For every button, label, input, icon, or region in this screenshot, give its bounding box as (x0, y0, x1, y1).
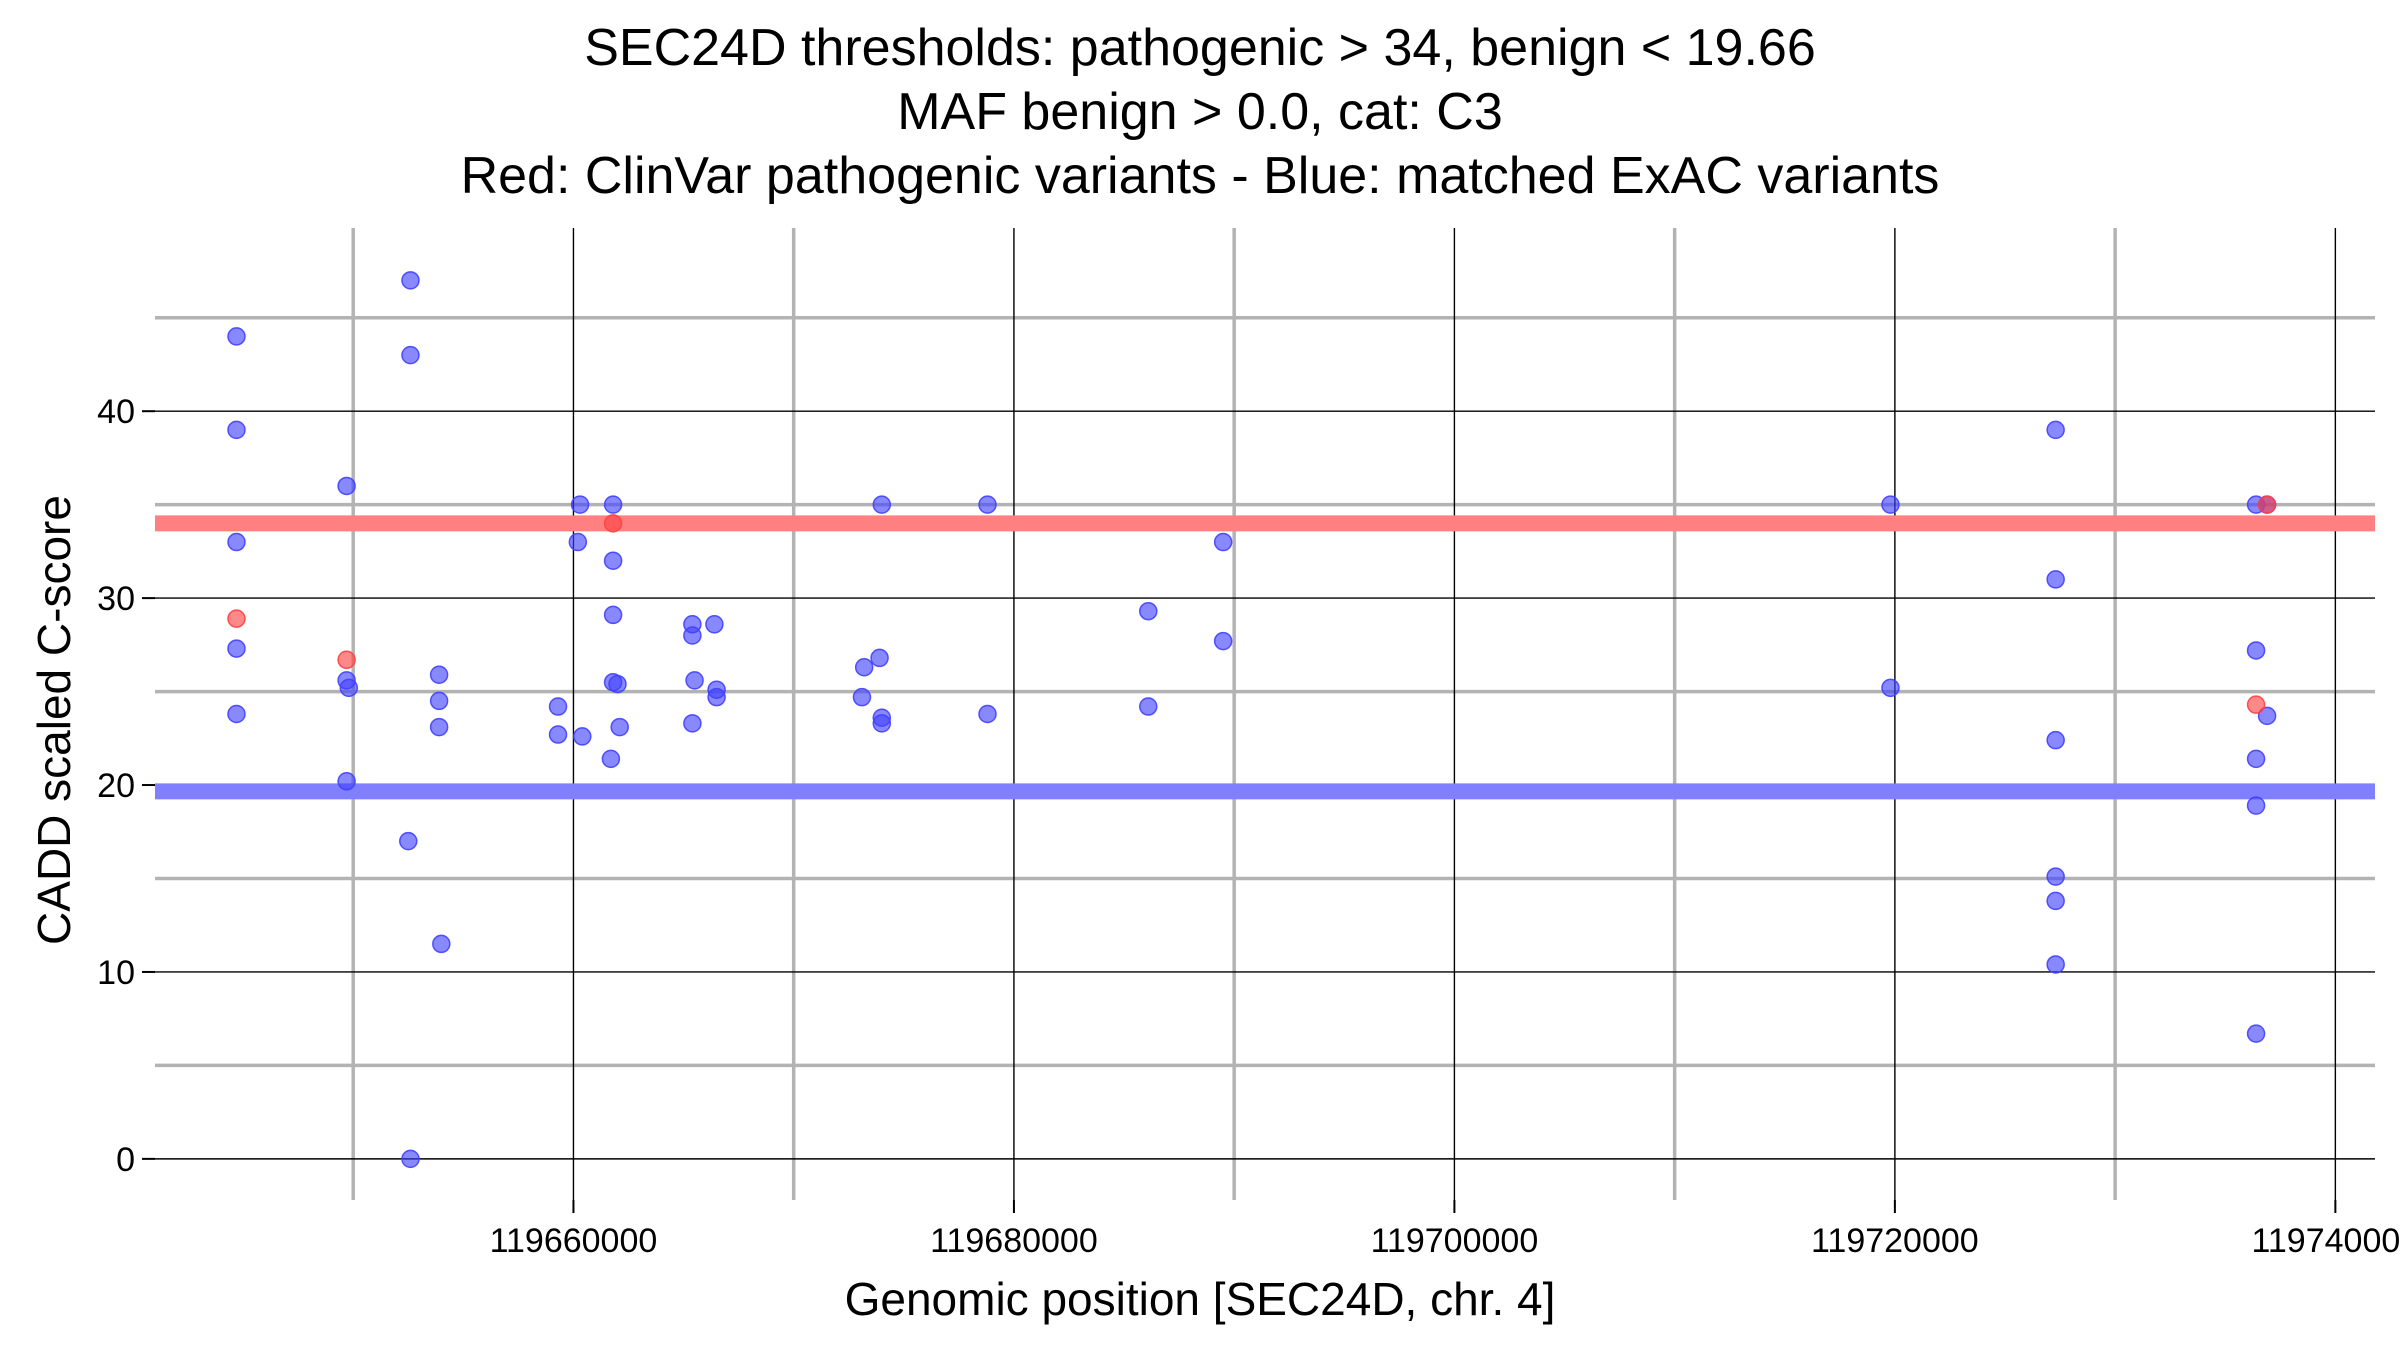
y-tick-label: 10 (97, 954, 135, 992)
exac-variant-point (401, 345, 420, 365)
exac-variant-point (429, 691, 449, 711)
y-axis-label: CADD scaled C-score (28, 495, 80, 945)
chart-title-line-3: Red: ClinVar pathogenic variants - Blue:… (460, 147, 1940, 205)
exac-variant-point (978, 495, 997, 514)
axis-layer: 0 10 20 30 40 119660000 119680000 119700000 1197… (97, 393, 2400, 1260)
exac-variant-point (337, 476, 356, 496)
exac-variant-point (2046, 891, 2065, 911)
clinvar-variant-point (603, 514, 623, 533)
exac-variant-point (401, 1149, 420, 1169)
clinvar-variant-point (2257, 495, 2277, 514)
exac-variant-point (548, 725, 568, 744)
exac-variant-point (429, 665, 449, 684)
exac-variant-point (683, 626, 702, 645)
exac-variant-point (429, 717, 449, 737)
exac-variant-point (227, 532, 246, 552)
exac-variant-point (337, 772, 356, 791)
exac-variant-point (1881, 678, 1900, 698)
exac-variant-point (401, 271, 420, 290)
exac-variant-point (707, 687, 726, 707)
exac-variant-point (610, 717, 629, 737)
exac-variant-point (2046, 867, 2065, 886)
exac-variant-point (2046, 570, 2065, 589)
y-tick-label: 30 (97, 580, 135, 618)
exac-variant-point (1139, 697, 1158, 716)
y-tick-label: 0 (116, 1141, 135, 1179)
exac-variant-point (2046, 955, 2065, 974)
y-tick-label: 20 (97, 767, 135, 805)
exac-variant-point (432, 934, 451, 954)
exac-variant-point (227, 704, 246, 724)
x-tick-label: 119740000 (2252, 1222, 2400, 1260)
exac-variant-point (399, 831, 418, 851)
exac-variant-point (852, 687, 872, 707)
exac-variant-point (1213, 631, 1233, 651)
clinvar-variant-point (337, 650, 356, 670)
exac-variant-point (2246, 796, 2266, 815)
y-tick-label: 40 (97, 393, 135, 431)
exac-variant-point (870, 648, 889, 668)
exac-variant-point (227, 327, 246, 346)
exac-variant-point (2246, 641, 2266, 660)
point-layer (227, 271, 2277, 1169)
exac-variant-point (2257, 706, 2277, 726)
exac-variant-point (2046, 420, 2065, 440)
x-tick-label: 119720000 (1811, 1222, 1979, 1260)
exac-variant-point (568, 532, 588, 552)
exac-variant-point (573, 727, 592, 746)
exac-variant-point (685, 671, 704, 690)
grid-layer (155, 228, 2375, 1200)
exac-variant-point (608, 674, 627, 694)
exac-variant-point (872, 495, 892, 514)
exac-variant-point (1139, 601, 1158, 621)
exac-variant-point (603, 551, 623, 570)
exac-variant-point (1213, 532, 1233, 552)
exac-variant-point (227, 420, 246, 440)
exac-variant-point (570, 495, 590, 514)
x-tick-label: 119660000 (490, 1222, 658, 1260)
threshold-layer (155, 515, 2375, 800)
exac-variant-point (2046, 730, 2065, 750)
exac-variant-point (339, 678, 359, 698)
clinvar-variant-point (227, 609, 246, 628)
exac-variant-point (705, 615, 724, 634)
exac-variant-point (1881, 495, 1900, 514)
exac-variant-point (854, 658, 874, 677)
exac-variant-point (683, 714, 702, 733)
x-tick-label: 119680000 (930, 1222, 1098, 1260)
exac-variant-point (603, 495, 623, 514)
exac-variant-point (978, 704, 997, 724)
clinvar-variant-point (2246, 695, 2266, 714)
exac-variant-point (2246, 749, 2266, 769)
x-axis-label: Genomic position [SEC24D, chr. 4] (844, 1273, 1556, 1325)
exac-variant-point (548, 697, 568, 716)
exac-variant-point (601, 749, 621, 769)
exac-variant-point (872, 714, 892, 733)
chart-title-line-1: SEC24D thresholds: pathogenic > 34, beni… (584, 19, 1816, 77)
x-tick-label: 119700000 (1371, 1222, 1539, 1260)
exac-variant-point (227, 639, 246, 658)
exac-variant-point (2246, 1024, 2266, 1043)
chart-title-line-2: MAF benign > 0.0, cat: C3 (897, 83, 1503, 141)
exac-variant-point (603, 605, 623, 625)
